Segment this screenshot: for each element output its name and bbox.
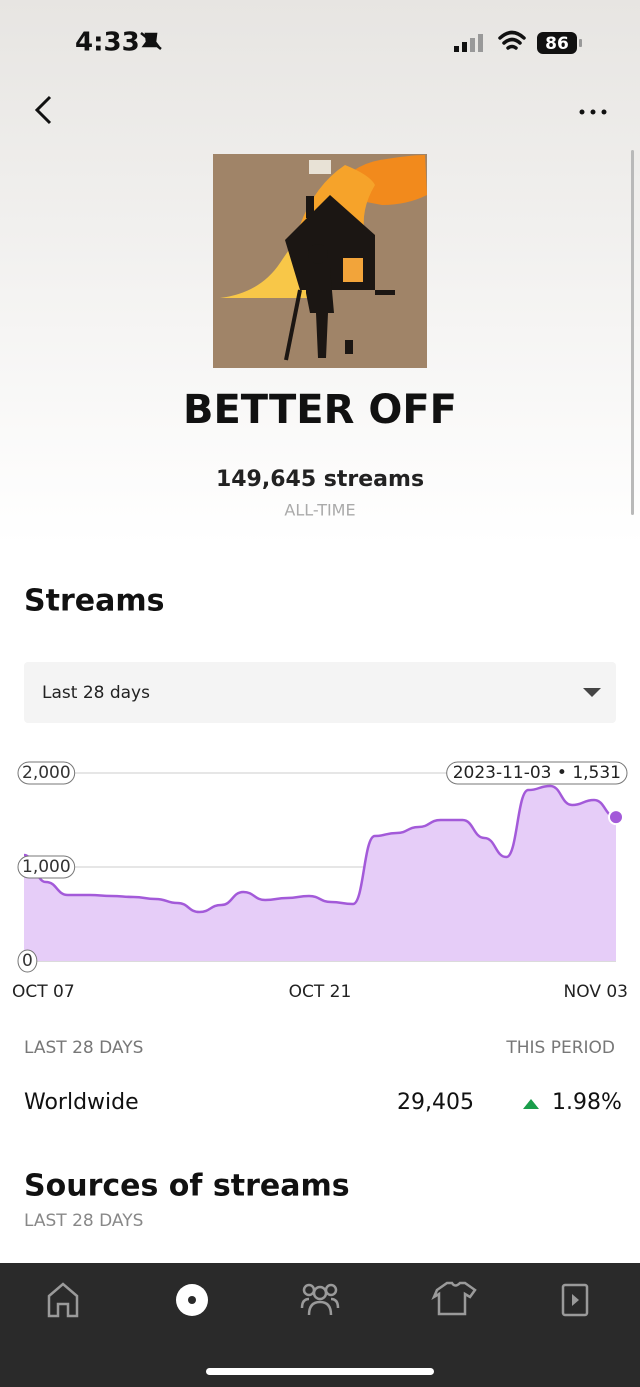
tooltip: 2023-11-03 • 1,531 <box>453 763 621 783</box>
area <box>24 785 616 961</box>
label-pill <box>446 761 628 785</box>
back-button[interactable] <box>34 95 52 125</box>
battery-tip <box>579 39 582 47</box>
up-arrow <box>523 1099 539 1109</box>
home-tab[interactable] <box>47 1282 79 1318</box>
dropdown-arrow <box>583 688 601 697</box>
merch-tab[interactable] <box>431 1281 477 1316</box>
album-art <box>213 154 427 368</box>
dropdown-label: Last 28 days <box>42 683 150 703</box>
audience-tab[interactable] <box>300 1283 340 1316</box>
signal-icon <box>454 34 483 52</box>
label-pill <box>17 855 76 879</box>
label-pill <box>17 761 76 785</box>
stream-period: ALL-TIME <box>284 501 355 520</box>
highlight-point <box>608 809 624 826</box>
scrollbar <box>631 150 634 515</box>
summary-right-header: THIS PERIOD <box>505 1038 615 1058</box>
region-value: 29,405 <box>397 1090 474 1115</box>
stream-count: 149,645 streams <box>216 467 424 492</box>
more-button[interactable] <box>579 109 607 115</box>
battery-level: 86 <box>545 34 569 54</box>
track-title: BETTER OFF <box>183 387 457 433</box>
sources-subheading: LAST 28 DAYS <box>24 1211 143 1231</box>
label-pill <box>17 949 38 973</box>
mute-icon <box>140 32 162 50</box>
y-tick-label: 2,000 <box>22 763 71 783</box>
status-time: 4:33 <box>75 28 140 58</box>
streams-chart: 0 1,000 2,000 OCT 07 OCT 21 NOV 03 2023-11-03 … <box>12 761 628 1002</box>
section-heading: Streams <box>24 584 164 619</box>
music-tab-dot <box>188 1296 196 1304</box>
battery-icon <box>537 32 577 54</box>
y-tick-label: 0 <box>22 951 33 971</box>
summary-left-header: LAST 28 DAYS <box>24 1038 143 1058</box>
wifi-icon <box>498 30 526 50</box>
video-tab[interactable] <box>561 1283 589 1317</box>
period-dropdown[interactable] <box>24 662 616 723</box>
home-indicator <box>206 1368 434 1375</box>
line <box>23 784 617 914</box>
region: Worldwide <box>24 1090 139 1115</box>
x-tick-label: OCT 07 <box>12 982 75 1002</box>
x-tick-label: NOV 03 <box>564 982 628 1002</box>
x-tick-label: OCT 21 <box>289 982 352 1002</box>
sources-heading: Sources of streams <box>24 1169 350 1204</box>
y-tick-label: 1,000 <box>22 857 71 877</box>
tab-bar <box>0 1263 640 1387</box>
region-change: 1.98% <box>552 1090 622 1115</box>
